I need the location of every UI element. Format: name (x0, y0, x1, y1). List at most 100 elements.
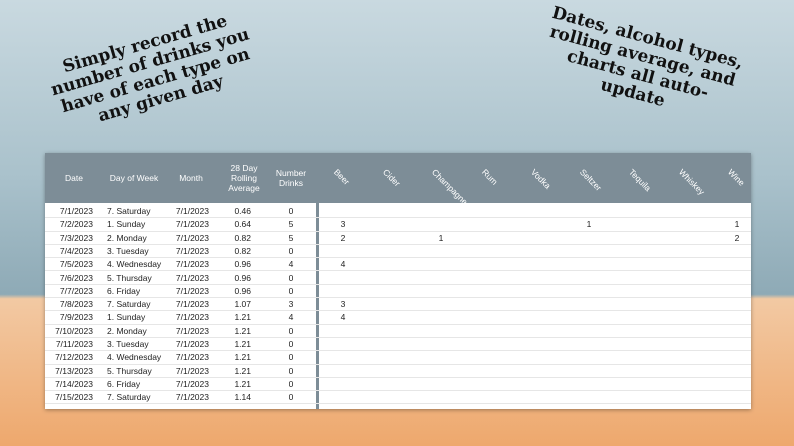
drink-cell-seltzer[interactable] (583, 232, 595, 245)
drink-cell-cider[interactable] (386, 298, 398, 311)
drink-cell-vodka[interactable] (534, 351, 546, 364)
rolling-average-cell[interactable]: 0.96 (234, 259, 251, 270)
drink-cell-whiskey[interactable] (682, 311, 694, 324)
drink-cell-wine[interactable]: 1 (734, 219, 740, 230)
drink-cell-tequila[interactable] (632, 298, 644, 311)
drink-cell-vodka[interactable] (534, 391, 546, 404)
drink-cell-vodka[interactable] (534, 325, 546, 338)
drink-cell-cider[interactable] (386, 338, 398, 351)
drink-cell-wine[interactable] (731, 338, 743, 351)
month-cell[interactable]: 7/1/2023 (175, 378, 209, 389)
rolling-average-cell[interactable]: 1.21 (234, 325, 251, 336)
drink-cell-champagne[interactable] (435, 311, 447, 324)
day-of-week-cell[interactable]: 7. Saturday (107, 206, 151, 216)
month-cell[interactable]: 7/1/2023 (175, 206, 209, 216)
month-cell[interactable]: 7/1/2023 (175, 272, 209, 283)
drink-cell-vodka[interactable] (534, 365, 546, 378)
drink-cell-wine[interactable] (731, 258, 743, 271)
drink-cell-beer[interactable]: 4 (340, 259, 346, 270)
drink-cell-champagne[interactable] (435, 365, 447, 378)
drink-cell-champagne[interactable] (435, 285, 447, 298)
date-cell[interactable]: 7/12/2023 (55, 352, 93, 363)
date-cell[interactable]: 7/14/2023 (55, 378, 93, 389)
rolling-average-cell[interactable]: 0.64 (234, 219, 251, 230)
number-drinks-cell[interactable]: 0 (288, 352, 294, 363)
rolling-average-cell[interactable]: 1.21 (234, 312, 251, 323)
date-cell[interactable]: 7/1/2023 (59, 206, 93, 216)
number-drinks-cell[interactable]: 0 (288, 245, 294, 256)
drink-cell-beer[interactable] (337, 272, 349, 285)
drink-cell-seltzer[interactable] (583, 325, 595, 338)
drink-cell-rum[interactable] (485, 391, 497, 404)
number-drinks-cell[interactable]: 0 (288, 339, 294, 349)
drink-cell-seltzer[interactable] (583, 298, 595, 311)
drink-cell-beer[interactable] (337, 338, 349, 351)
date-cell[interactable]: 7/9/2023 (59, 312, 93, 323)
drink-cell-beer[interactable] (337, 351, 349, 364)
day-of-week-cell[interactable]: 1. Sunday (107, 312, 146, 323)
day-of-week-cell[interactable]: 5. Thursday (107, 272, 152, 283)
drink-cell-cider[interactable] (386, 378, 398, 391)
drink-cell-champagne[interactable] (435, 378, 447, 391)
number-drinks-cell[interactable]: 0 (288, 325, 294, 336)
month-cell[interactable]: 7/1/2023 (175, 339, 209, 349)
drink-cell-champagne[interactable] (435, 391, 447, 404)
drink-cell-seltzer[interactable] (583, 378, 595, 391)
drink-cell-tequila[interactable] (632, 285, 644, 298)
drink-cell-tequila[interactable] (632, 391, 644, 404)
drink-cell-wine[interactable] (731, 245, 743, 258)
rolling-average-cell[interactable]: 1.14 (234, 392, 251, 403)
month-cell[interactable]: 7/1/2023 (175, 312, 209, 323)
month-cell[interactable]: 7/1/2023 (175, 392, 209, 403)
drink-cell-rum[interactable] (485, 351, 497, 364)
rolling-average-cell[interactable]: 0.96 (234, 272, 251, 283)
number-drinks-cell[interactable]: 0 (288, 272, 294, 283)
day-of-week-cell[interactable]: 1. Sunday (107, 219, 146, 230)
drink-cell-cider[interactable] (386, 365, 398, 378)
drink-cell-vodka[interactable] (534, 298, 546, 311)
drink-cell-whiskey[interactable] (682, 258, 694, 271)
drink-cell-tequila[interactable] (632, 218, 644, 231)
drink-cell-seltzer[interactable] (583, 272, 595, 285)
drink-cell-cider[interactable] (386, 258, 398, 271)
drink-cell-tequila[interactable] (632, 205, 644, 218)
drink-cell-tequila[interactable] (632, 351, 644, 364)
drink-cell-seltzer[interactable] (583, 311, 595, 324)
drink-cell-seltzer[interactable] (583, 365, 595, 378)
drink-cell-wine[interactable] (731, 325, 743, 338)
drink-cell-champagne[interactable] (435, 272, 447, 285)
drink-cell-beer[interactable]: 2 (340, 232, 346, 243)
date-cell[interactable]: 7/7/2023 (59, 285, 93, 296)
drink-cell-beer[interactable]: 3 (340, 299, 346, 310)
drink-cell-tequila[interactable] (632, 258, 644, 271)
number-drinks-cell[interactable]: 0 (288, 378, 294, 389)
month-cell[interactable]: 7/1/2023 (175, 365, 209, 376)
day-of-week-cell[interactable]: 2. Monday (107, 232, 147, 243)
day-of-week-cell[interactable]: 3. Tuesday (107, 245, 149, 256)
drink-cell-vodka[interactable] (534, 338, 546, 351)
drink-cell-seltzer[interactable]: 1 (586, 219, 592, 230)
drink-cell-rum[interactable] (485, 338, 497, 351)
rolling-average-cell[interactable]: 1.21 (234, 352, 251, 363)
month-cell[interactable]: 7/1/2023 (175, 259, 209, 270)
number-drinks-cell[interactable]: 5 (288, 232, 294, 243)
drink-cell-vodka[interactable] (534, 285, 546, 298)
drink-cell-whiskey[interactable] (682, 351, 694, 364)
drink-cell-rum[interactable] (485, 232, 497, 245)
drink-cell-vodka[interactable] (534, 205, 546, 218)
drink-cell-rum[interactable] (485, 272, 497, 285)
drink-cell-beer[interactable] (337, 245, 349, 258)
drink-cell-beer[interactable] (337, 325, 349, 338)
month-cell[interactable]: 7/1/2023 (175, 232, 209, 243)
number-drinks-cell[interactable]: 0 (288, 206, 294, 216)
drink-cell-champagne[interactable] (435, 351, 447, 364)
number-drinks-cell[interactable]: 4 (288, 259, 294, 270)
date-cell[interactable]: 7/13/2023 (55, 365, 93, 376)
day-of-week-cell[interactable]: 7. Saturday (107, 299, 151, 310)
day-of-week-cell[interactable]: 6. Friday (107, 378, 141, 389)
drink-cell-whiskey[interactable] (682, 205, 694, 218)
drink-cell-wine[interactable] (731, 205, 743, 218)
drink-cell-rum[interactable] (485, 325, 497, 338)
drink-cell-wine[interactable]: 2 (734, 232, 740, 243)
drink-cell-vodka[interactable] (534, 272, 546, 285)
